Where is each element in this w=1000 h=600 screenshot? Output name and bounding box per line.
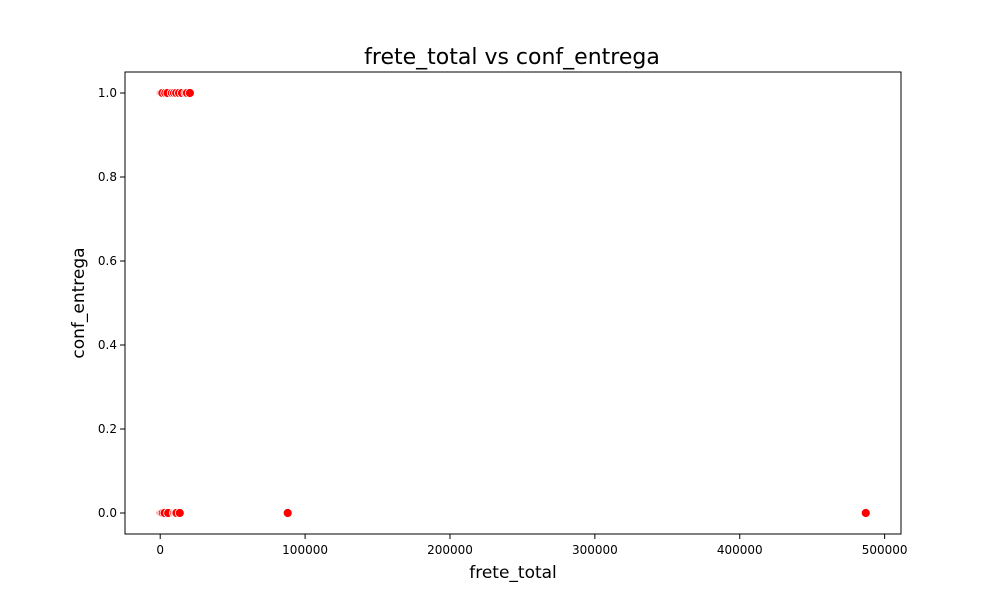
x-tick-label: 0 [156,543,164,557]
y-axis-title: conf_entrega [69,247,89,358]
data-point [174,508,185,518]
data-points [155,88,871,518]
data-point [185,88,195,98]
plot-area-frame [124,71,902,535]
y-tick-label: 0.8 [98,170,117,184]
data-point [282,508,293,518]
y-tick-label: 0.6 [98,254,117,268]
x-axis-title: frete_total [469,563,557,583]
x-tick-label: 400000 [717,543,763,557]
x-tick-label: 300000 [572,543,618,557]
x-tick-label: 500000 [862,543,908,557]
chart-title: frete_total vs conf_entrega [364,45,660,70]
x-tick-label: 100000 [282,543,328,557]
y-axis: 0.0 0.2 0.4 0.6 0.8 1.0 [98,86,125,520]
y-tick-label: 0.4 [98,338,117,352]
x-tick-label: 200000 [427,543,473,557]
x-axis: 0 100000 200000 300000 400000 500000 [156,534,908,557]
y-tick-label: 1.0 [98,86,117,100]
data-point [860,508,871,518]
y-tick-label: 0.0 [98,506,117,520]
y-tick-label: 0.2 [98,422,117,436]
